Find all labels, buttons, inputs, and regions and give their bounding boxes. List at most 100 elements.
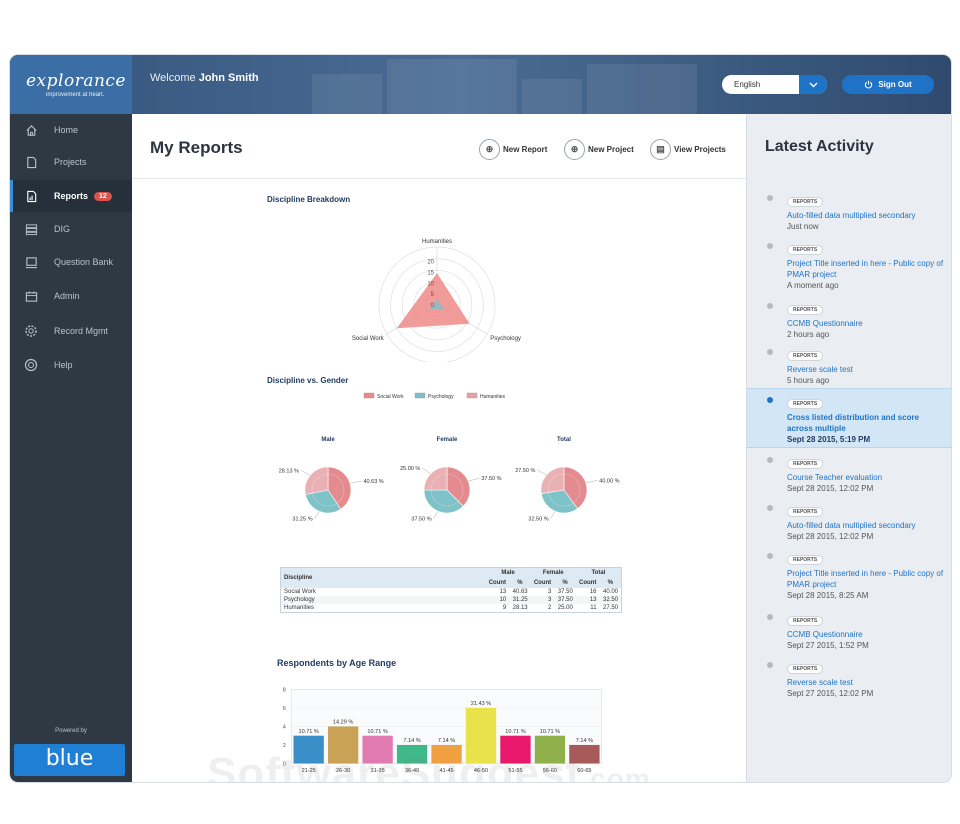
table-cell: 37.50 bbox=[557, 589, 573, 595]
pie-leader-line bbox=[300, 470, 311, 476]
pie-slice bbox=[423, 489, 464, 514]
radar-series-1 bbox=[429, 299, 445, 310]
sidebar-item-label: Reports bbox=[54, 191, 89, 201]
watermark-text: SoftwareSuggest bbox=[207, 749, 582, 782]
bar-category-label: 46-50 bbox=[474, 768, 488, 774]
table-cell: 32.50 bbox=[599, 596, 622, 604]
activity-item[interactable]: REPORTS Reverse scale test 5 hours ago bbox=[747, 341, 951, 385]
bar-category-label: 26-30 bbox=[336, 768, 350, 774]
blue-logo[interactable]: blue bbox=[14, 744, 125, 776]
table-cell: 13 bbox=[575, 596, 600, 604]
sidebar-item-help[interactable]: Help bbox=[10, 349, 132, 381]
table-header: Discipline bbox=[280, 567, 486, 588]
page-title: My Reports bbox=[150, 138, 243, 157]
table-cell: 25.00 bbox=[557, 605, 573, 611]
sidebar-item-admin[interactable]: Admin bbox=[10, 280, 132, 312]
activity-dot bbox=[767, 397, 773, 403]
legend-swatch bbox=[414, 392, 426, 399]
language-select[interactable]: English bbox=[722, 75, 827, 94]
activity-link[interactable]: Cross listed distribution and score acro… bbox=[787, 413, 920, 433]
bar-51-55 bbox=[500, 735, 531, 764]
activity-tag: REPORTS bbox=[787, 305, 824, 315]
radar-chart: 20 15 10 5 0 Humanities Psychology Social Work bbox=[352, 239, 521, 362]
bar-data-label: 21.43 % bbox=[471, 701, 491, 707]
chevron-down-icon[interactable] bbox=[799, 75, 827, 94]
activity-dot bbox=[767, 614, 773, 620]
activity-item[interactable]: REPORTS Auto-filled data multiplied secon… bbox=[747, 187, 951, 231]
activity-item[interactable]: REPORTS Course Teacher evaluation Sept 28 … bbox=[747, 449, 951, 493]
sidebar-item-label: Home bbox=[54, 125, 79, 135]
activity-tag: REPORTS bbox=[787, 245, 824, 255]
bar-data-label: 14.29 % bbox=[333, 720, 353, 726]
pie-slice bbox=[563, 466, 588, 510]
new-project-label: New Project bbox=[588, 144, 634, 154]
activity-item[interactable]: REPORTS Cross listed distribution and sco… bbox=[747, 388, 951, 448]
top-header: Welcome John Smith English Sign Out bbox=[132, 55, 951, 114]
radar-axis-label: Humanities bbox=[422, 239, 452, 245]
table-header: Total bbox=[575, 567, 622, 578]
bar-data-label: 10.71 % bbox=[367, 729, 387, 735]
latest-activity-panel: Latest Activity REPORTS Auto-filled data … bbox=[746, 114, 951, 782]
activity-dot bbox=[767, 349, 773, 355]
sidebar-item-label: Help bbox=[54, 360, 73, 370]
activity-link[interactable]: Reverse scale test bbox=[787, 365, 853, 374]
pie-data-label: 32.50 % bbox=[528, 517, 548, 523]
activity-item[interactable]: REPORTS Auto-filled data multiplied secon… bbox=[747, 497, 951, 541]
pie-leader-line bbox=[314, 511, 320, 519]
header-decoration bbox=[387, 59, 517, 114]
bar-26-30 bbox=[327, 726, 359, 764]
sidebar-item-reports[interactable]: Reports 12 bbox=[10, 180, 132, 212]
sidebar-item-question-bank[interactable]: Question Bank bbox=[10, 246, 132, 278]
pie-data-label: 28.13 % bbox=[279, 468, 299, 474]
sign-out-button[interactable]: Sign Out bbox=[842, 75, 934, 94]
pie-data-label: 40.00 % bbox=[599, 478, 619, 484]
pie-data-label: 37.50 % bbox=[481, 476, 501, 482]
activity-link[interactable]: CCMB Questionnaire bbox=[787, 630, 863, 639]
brand-logo[interactable]: explorance improvement at heart. bbox=[10, 55, 132, 114]
view-projects-button[interactable]: ▤ View Projects bbox=[650, 138, 726, 160]
activity-link[interactable]: Project Title inserted in here - Public … bbox=[787, 569, 944, 589]
new-report-button[interactable]: ⊕ New Report bbox=[479, 138, 547, 160]
activity-link[interactable]: Auto-filled data multiplied secondary bbox=[787, 211, 916, 220]
activity-item[interactable]: REPORTS CCMB Questionnaire 2 hours ago bbox=[747, 295, 951, 339]
table-cell: 40.00 bbox=[602, 589, 618, 595]
table-cell: 31.25 bbox=[509, 596, 531, 604]
bar-y-tick: 4 bbox=[283, 724, 286, 730]
table-header: Female bbox=[530, 567, 576, 578]
activity-item[interactable]: REPORTS Project Title inserted in here - … bbox=[747, 235, 951, 290]
table-cell: Social Work bbox=[284, 589, 316, 595]
table-cell: 3 bbox=[530, 596, 555, 604]
activity-time: 2 hours ago bbox=[787, 330, 830, 339]
activity-link[interactable]: Project Title inserted in here - Public … bbox=[787, 259, 944, 279]
activity-link[interactable]: Auto-filled data multiplied secondary bbox=[787, 521, 916, 530]
table-subheader: Count bbox=[485, 578, 510, 588]
activity-time: A moment ago bbox=[787, 281, 839, 290]
sidebar-item-record-mgmt[interactable]: Record Mgmt bbox=[10, 315, 132, 347]
activity-item[interactable]: REPORTS Project Title inserted in here - … bbox=[747, 545, 951, 600]
powered-by-label: Powered by bbox=[55, 728, 87, 734]
activity-dot bbox=[767, 243, 773, 249]
new-project-button[interactable]: ⊕ New Project bbox=[564, 138, 634, 160]
watermark-suffix: .com bbox=[581, 763, 651, 782]
activity-link[interactable]: CCMB Questionnaire bbox=[787, 319, 863, 328]
activity-item[interactable]: REPORTS CCMB Questionnaire Sept 27 2015, 1… bbox=[747, 606, 951, 650]
bar-category-label: 21-25 bbox=[302, 768, 316, 774]
document-icon bbox=[24, 155, 38, 169]
sidebar-item-projects[interactable]: Projects bbox=[10, 146, 132, 178]
bar-category-label: 51-55 bbox=[508, 768, 522, 774]
sidebar-item-home[interactable]: Home bbox=[10, 114, 132, 146]
welcome-prefix: Welcome bbox=[150, 72, 196, 84]
sidebar-item-dig[interactable]: DIG bbox=[10, 213, 132, 245]
activity-item[interactable]: REPORTS Reverse scale test Sept 27 2015, 1… bbox=[747, 654, 951, 698]
watermark: SoftwareSuggest.com bbox=[207, 749, 651, 782]
activity-link[interactable]: Course Teacher evaluation bbox=[787, 473, 883, 482]
activity-link[interactable]: Reverse scale test bbox=[787, 678, 853, 687]
pie-slice bbox=[304, 466, 329, 495]
pie-slice bbox=[540, 466, 565, 494]
logo-text: explorance bbox=[26, 71, 126, 91]
bank-icon bbox=[24, 255, 38, 269]
pie-data-label: 40.63 % bbox=[363, 479, 383, 485]
pie-title: Female bbox=[437, 437, 458, 443]
radar-tick-label: 5 bbox=[431, 292, 435, 298]
bar-y-tick: 0 bbox=[283, 761, 286, 767]
